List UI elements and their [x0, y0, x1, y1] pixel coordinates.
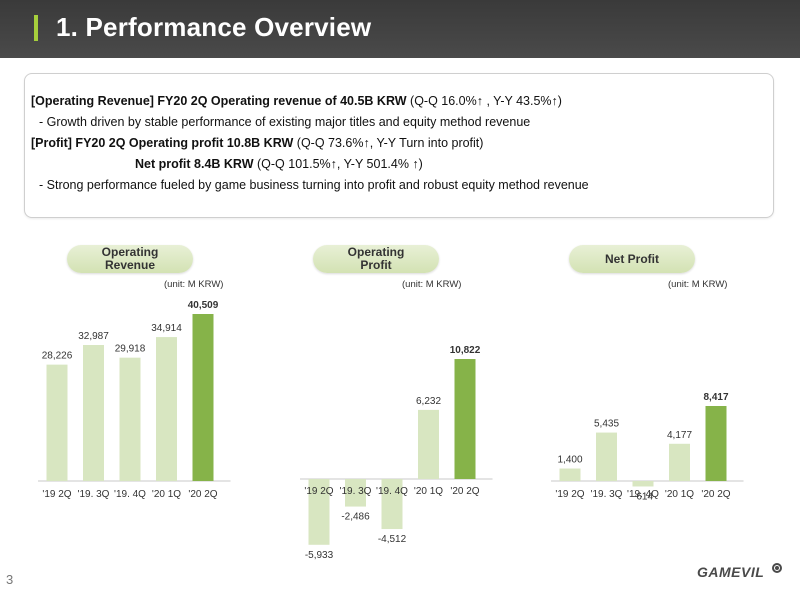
- category-label-op-profit-3: '20 1Q: [414, 486, 443, 497]
- category-label-op-profit-1: '19. 3Q: [340, 486, 372, 497]
- bar-op-profit-0: [308, 479, 330, 545]
- chart-title-operating-revenue: Operating Revenue: [67, 245, 193, 273]
- slide-header: 1. Performance Overview: [0, 0, 800, 58]
- summary-line-4-bold: Net profit 8.4B KRW: [135, 157, 254, 171]
- value-label-op-profit-2: -4,512: [378, 534, 407, 545]
- slide-title: 1. Performance Overview: [56, 12, 372, 42]
- unit-label-operating-revenue: (unit: M KRW): [164, 279, 224, 290]
- unit-label-operating-profit: (unit: M KRW): [402, 279, 462, 290]
- value-label-revenue-1: 32,987: [78, 331, 109, 342]
- bar-revenue-3: [156, 337, 177, 481]
- chart-title-operating-profit: Operating Profit: [313, 245, 439, 273]
- value-label-net-profit-2: -614: [633, 491, 653, 502]
- bar-net-profit-0: [559, 468, 581, 481]
- chart-title-net-profit: Net Profit: [569, 245, 695, 273]
- category-label-op-profit-4: '20 2Q: [450, 486, 479, 497]
- bar-op-profit-4: [454, 359, 476, 479]
- summary-line-2: - Growth driven by stable performance of…: [39, 115, 531, 129]
- category-label-net-profit-3: '20 1Q: [665, 489, 694, 500]
- value-label-op-profit-1: -2,486: [341, 512, 370, 523]
- value-label-net-profit-1: 5,435: [594, 419, 619, 430]
- bar-net-profit-2: [632, 481, 654, 487]
- value-label-op-profit-3: 6,232: [416, 396, 441, 407]
- category-label-net-profit-0: '19 2Q: [555, 489, 584, 500]
- bar-op-profit-2: [381, 479, 403, 530]
- chart-title-net-profit-text: Net Profit: [605, 251, 659, 266]
- category-label-net-profit-4: '20 2Q: [701, 489, 730, 500]
- value-label-net-profit-0: 1,400: [557, 455, 582, 466]
- value-label-op-profit-4: 10,822: [450, 345, 481, 356]
- summary-line-1: [Operating Revenue] FY20 2Q Operating re…: [31, 94, 562, 108]
- header-accent-bar: [34, 15, 38, 41]
- gamevil-logo: GAMEVIL: [697, 564, 765, 580]
- summary-line-3-rest: (Q-Q 73.6%↑, Y-Y Turn into profit): [293, 136, 484, 150]
- summary-box: [Operating Revenue] FY20 2Q Operating re…: [24, 73, 774, 218]
- page-number: 3: [6, 572, 14, 587]
- summary-line-4-rest: (Q-Q 101.5%↑, Y-Y 501.4% ↑): [253, 157, 423, 171]
- category-label-revenue-0: '19 2Q: [42, 489, 71, 500]
- category-label-op-profit-0: '19 2Q: [304, 486, 333, 497]
- summary-line-4: Net profit 8.4B KRW (Q-Q 101.5%↑, Y-Y 50…: [135, 157, 423, 171]
- chart-title-operating-profit-text: Operating Profit: [347, 245, 405, 272]
- value-label-op-profit-0: -5,933: [305, 550, 334, 561]
- value-label-net-profit-3: 4,177: [667, 430, 692, 441]
- bar-op-profit-1: [345, 479, 366, 507]
- category-label-net-profit-2: '19. 4Q: [627, 489, 659, 500]
- category-label-net-profit-1: '19. 3Q: [591, 489, 623, 500]
- summary-line-1-rest: (Q-Q 16.0%↑ , Y-Y 43.5%↑): [406, 94, 562, 108]
- summary-line-1-bold: [Operating Revenue] FY20 2Q Operating re…: [31, 94, 407, 108]
- bar-revenue-0: [46, 364, 68, 481]
- bar-revenue-4: [192, 314, 214, 481]
- category-label-revenue-4: '20 2Q: [188, 489, 217, 500]
- bar-net-profit-1: [596, 432, 617, 481]
- bar-revenue-2: [119, 357, 141, 481]
- logo-mark-icon: [772, 563, 782, 573]
- bar-net-profit-4: [705, 406, 727, 481]
- bar-revenue-1: [83, 345, 104, 481]
- unit-label-net-profit: (unit: M KRW): [668, 279, 728, 290]
- value-label-net-profit-4: 8,417: [703, 392, 728, 403]
- category-label-revenue-1: '19. 3Q: [78, 489, 110, 500]
- category-label-revenue-2: '19. 4Q: [114, 489, 146, 500]
- category-label-revenue-3: '20 1Q: [152, 489, 181, 500]
- bar-net-profit-3: [669, 443, 690, 481]
- summary-line-3: [Profit] FY20 2Q Operating profit 10.8B …: [31, 136, 483, 150]
- value-label-revenue-2: 29,918: [115, 344, 146, 355]
- value-label-revenue-4: 40,509: [188, 300, 219, 311]
- bar-op-profit-3: [418, 409, 439, 479]
- summary-line-5: - Strong performance fueled by game busi…: [39, 178, 589, 192]
- value-label-revenue-3: 34,914: [151, 323, 182, 334]
- summary-line-3-bold: [Profit] FY20 2Q Operating profit 10.8B …: [31, 136, 294, 150]
- chart-title-operating-revenue-text: Operating Revenue: [101, 245, 159, 272]
- category-label-op-profit-2: '19. 4Q: [376, 486, 408, 497]
- value-label-revenue-0: 28,226: [42, 351, 73, 362]
